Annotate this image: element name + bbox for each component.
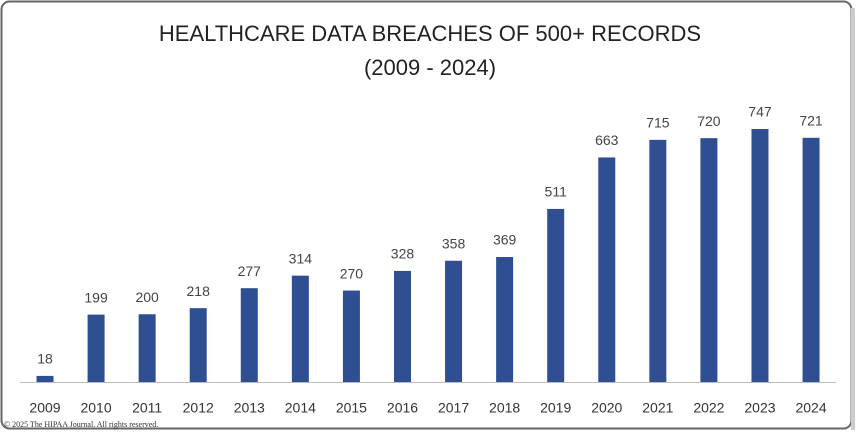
x-tick-label: 2021 xyxy=(642,400,673,416)
value-label: 720 xyxy=(697,113,721,129)
x-tick-label: 2013 xyxy=(234,400,265,416)
bar xyxy=(342,290,360,382)
bar xyxy=(547,208,565,382)
bar xyxy=(138,314,156,382)
value-label: 663 xyxy=(595,132,619,148)
frame-shadow xyxy=(851,8,855,430)
bar xyxy=(751,129,769,382)
x-tick-label: 2011 xyxy=(132,400,162,416)
bar xyxy=(598,157,616,382)
value-label: 314 xyxy=(289,250,313,266)
bar xyxy=(802,137,820,382)
value-label: 747 xyxy=(748,104,772,120)
x-tick-label: 2012 xyxy=(183,400,214,416)
value-label: 715 xyxy=(646,115,670,131)
x-tick-label: 2014 xyxy=(285,400,316,416)
copyright: © 2025 The HIPAA Journal. All rights res… xyxy=(4,420,158,429)
value-label: 358 xyxy=(442,235,466,251)
x-tick-label: 2020 xyxy=(591,400,622,416)
x-tick-label: 2018 xyxy=(489,400,520,416)
x-tick-label: 2010 xyxy=(80,400,111,416)
x-tick-label: 2022 xyxy=(693,400,724,416)
bar xyxy=(445,260,463,382)
chart-subtitle: (2009 - 2024) xyxy=(364,55,496,80)
x-tick-label: 2019 xyxy=(540,400,571,416)
x-tick-label: 2016 xyxy=(387,400,418,416)
x-tick-label: 2015 xyxy=(336,400,367,416)
value-label: 277 xyxy=(238,263,262,279)
bar xyxy=(36,375,54,382)
bar xyxy=(189,308,207,382)
value-label: 511 xyxy=(545,184,568,200)
value-label: 270 xyxy=(340,265,364,281)
x-tick-label: 2017 xyxy=(438,400,469,416)
value-label: 721 xyxy=(799,113,823,129)
value-label: 328 xyxy=(391,246,415,262)
bar xyxy=(496,257,514,382)
bar xyxy=(240,288,258,382)
chart-title: HEALTHCARE DATA BREACHES OF 500+ RECORDS xyxy=(159,21,701,46)
value-label: 199 xyxy=(84,289,108,305)
value-label: 218 xyxy=(187,283,211,299)
x-tick-label: 2024 xyxy=(795,400,826,416)
bar xyxy=(700,138,718,382)
value-label: 18 xyxy=(37,351,53,367)
bar xyxy=(87,314,105,382)
bar xyxy=(291,275,309,382)
value-label: 200 xyxy=(135,289,159,305)
bar xyxy=(393,270,411,382)
value-label: 369 xyxy=(493,232,517,248)
x-tick-label: 2009 xyxy=(29,400,60,416)
bar xyxy=(649,139,667,382)
x-tick-label: 2023 xyxy=(744,400,775,416)
